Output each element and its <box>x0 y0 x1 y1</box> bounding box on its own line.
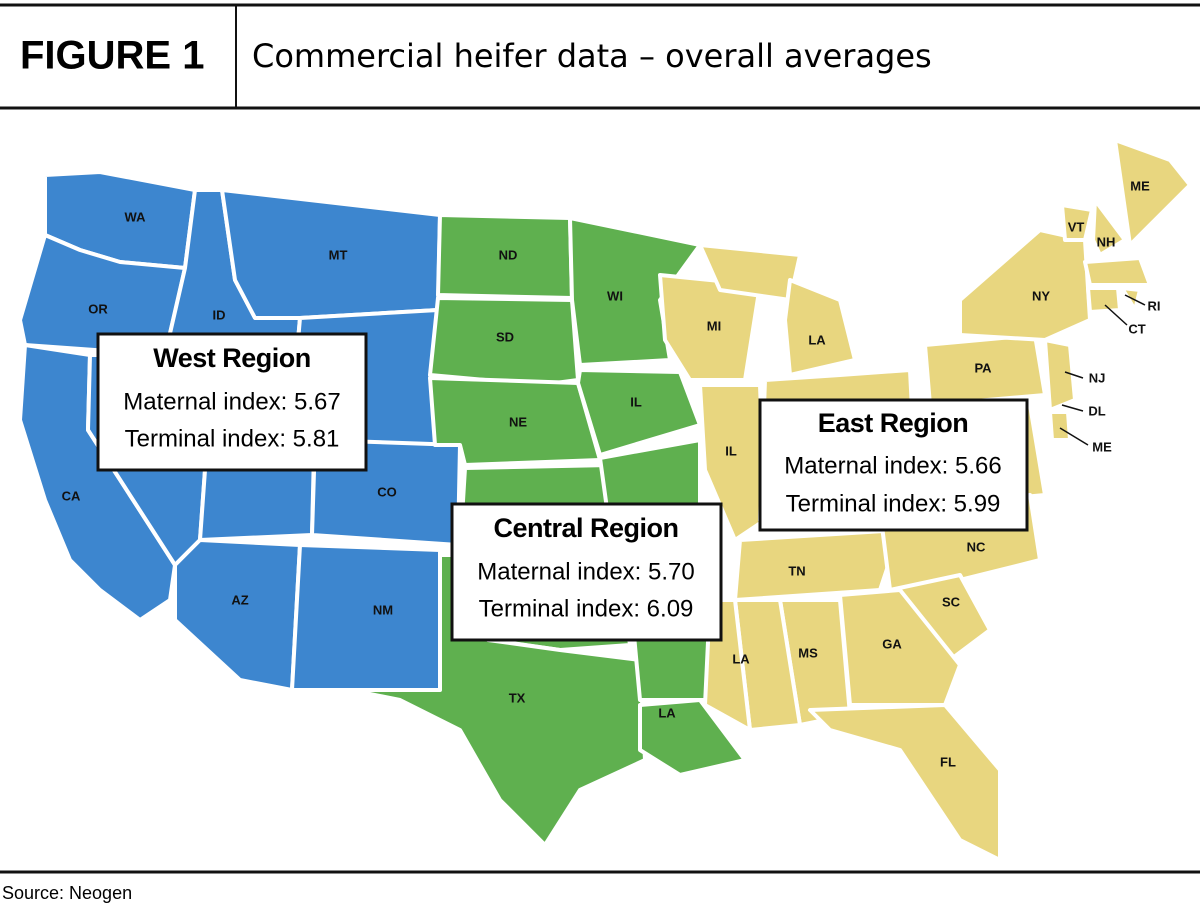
state-label: FL <box>940 754 956 769</box>
west-region-box: West Region Maternal index: 5.67 Termina… <box>96 332 368 472</box>
state-label: MT <box>329 247 348 262</box>
region-line: Maternal index: 5.70 <box>477 558 694 585</box>
state-label: IL <box>725 443 737 458</box>
state-label: TX <box>509 690 526 705</box>
state-label: ND <box>499 247 518 262</box>
state-shape <box>698 383 767 542</box>
state-shape <box>958 228 1092 342</box>
state-label: GA <box>882 636 902 651</box>
state-label: LA <box>808 332 826 347</box>
figure-title: Commercial heifer data – overall average… <box>252 37 932 75</box>
state-shape <box>1113 138 1192 247</box>
state-shape <box>1048 410 1072 442</box>
state-label: NJ <box>1089 370 1106 385</box>
state-shape <box>1060 203 1094 242</box>
state-shape <box>348 553 647 847</box>
state-shape <box>783 278 857 377</box>
region-line: Terminal index: 6.09 <box>479 595 694 622</box>
state-label: DL <box>1088 403 1105 418</box>
leader-lines <box>1059 294 1146 446</box>
state-label: IL <box>630 394 642 409</box>
state-label: ID <box>213 307 226 322</box>
state-label: ME <box>1130 178 1150 193</box>
state-label: NC <box>967 539 986 554</box>
state-shape <box>733 528 902 602</box>
region-name: West Region <box>153 343 311 373</box>
state-label: CA <box>62 488 81 503</box>
state-label: NE <box>509 414 527 429</box>
source: Source: Neogen <box>2 883 132 903</box>
state-label: WI <box>607 288 623 303</box>
state-shape <box>1091 198 1127 257</box>
state-label: LA <box>732 651 750 666</box>
state-shape <box>1083 256 1152 287</box>
east-region-box: East Region Maternal index: 5.66 Termina… <box>758 398 1029 532</box>
figure-label: FIGURE 1 <box>20 34 204 78</box>
state-label: SC <box>942 594 961 609</box>
region-line: Terminal index: 5.99 <box>786 490 1001 517</box>
state-label: ME <box>1092 439 1112 454</box>
state-label: LA <box>658 705 676 720</box>
state-label: CO <box>377 484 397 499</box>
state-shape <box>173 538 302 692</box>
state-label: OR <box>88 301 108 316</box>
state-labels: WA OR ID MT CA CO AZ NM ND SD NE TX LA WI IL MI LA IL TN NC… <box>62 178 1161 769</box>
state-label: MI <box>707 318 721 333</box>
state-shape <box>1043 338 1077 412</box>
central-region-box: Central Region Maternal index: 5.70 Term… <box>450 502 723 642</box>
state-label: WA <box>125 209 147 224</box>
state-label: NH <box>1097 234 1116 249</box>
region-line: Maternal index: 5.66 <box>784 452 1001 479</box>
state-label: SD <box>496 329 514 344</box>
state-label: RI <box>1148 298 1161 313</box>
state-label: AZ <box>231 592 248 607</box>
state-label: NM <box>373 602 393 617</box>
region-name: Central Region <box>493 513 678 543</box>
state-label: VT <box>1068 219 1085 234</box>
region-name: East Region <box>818 408 969 438</box>
state-label: TN <box>788 563 805 578</box>
region-line: Terminal index: 5.81 <box>125 425 340 452</box>
state-shape <box>576 368 702 457</box>
state-label: CT <box>1128 321 1145 336</box>
state-label: MS <box>798 645 818 660</box>
state-shape <box>638 698 747 777</box>
region-line: Maternal index: 5.67 <box>123 388 340 415</box>
state-shape <box>1086 286 1122 314</box>
state-label: PA <box>974 360 992 375</box>
state-shape <box>290 543 442 692</box>
state-shape <box>1120 286 1142 312</box>
state-shape <box>808 703 1002 862</box>
state-label: NY <box>1032 288 1050 303</box>
